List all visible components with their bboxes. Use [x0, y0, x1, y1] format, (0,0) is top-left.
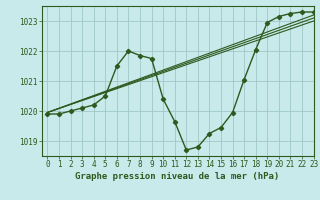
X-axis label: Graphe pression niveau de la mer (hPa): Graphe pression niveau de la mer (hPa) — [76, 172, 280, 181]
